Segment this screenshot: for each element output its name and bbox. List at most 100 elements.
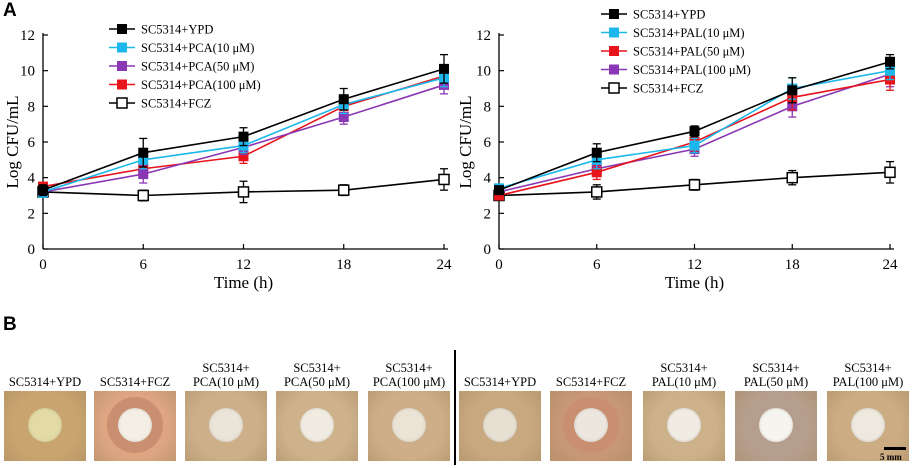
plate-label-line2: PCA(10 μM) [192, 375, 260, 389]
y-tick-label: 10 [20, 64, 35, 80]
y-tick-label: 0 [28, 242, 36, 258]
legend-label: SC5314+PAL(10 μM) [633, 26, 745, 40]
legend-marker [609, 64, 619, 75]
y-tick-label: 12 [476, 28, 491, 44]
colony-disc [574, 408, 608, 442]
data-point [689, 140, 700, 151]
plate-label-line2: PAL(10 μM) [651, 375, 717, 389]
legend-label: SC5314+PCA(50 μM) [141, 60, 254, 74]
data-point [689, 126, 700, 137]
data-point [137, 189, 149, 202]
data-point [438, 173, 450, 186]
colony-disc [667, 408, 701, 442]
x-tick-label: 18 [336, 257, 351, 273]
legend-marker [117, 79, 127, 90]
data-point [338, 94, 349, 105]
data-point [138, 147, 149, 158]
legend-marker [609, 27, 619, 38]
legend-marker [116, 97, 128, 109]
legend-label: SC5314+PCA(10 μM) [141, 41, 254, 55]
series-1 [38, 53, 449, 197]
plate-label-line1: SC5314+ [385, 361, 433, 375]
plate-label-line1: SC5314+ [660, 361, 708, 375]
legend-marker [609, 46, 619, 56]
y-axis-title: Log CFU/mL [3, 95, 22, 188]
y-tick-label: 10 [476, 64, 491, 80]
plate-label: SC5314+FCZ [556, 375, 626, 389]
legend-label: SC5314+PAL(100 μM) [633, 63, 751, 77]
panel-label-a: A [3, 0, 17, 21]
x-axis-title: Time (h) [665, 273, 724, 292]
plate-label-line2: PAL(50 μM) [743, 375, 809, 389]
x-tick-label: 12 [236, 257, 251, 273]
plate-label: SC5314+ PCA(100 μM) [373, 361, 445, 389]
x-tick-label: 24 [437, 257, 453, 273]
data-point [688, 179, 701, 191]
legend-label: SC5314+FCZ [141, 97, 211, 111]
legend-entry: SC5314+PAL(100 μM) [601, 63, 751, 77]
legend-entry: SC5314+PAL(10 μM) [601, 26, 745, 40]
y-tick-label: 2 [28, 206, 36, 222]
colony-disc [300, 408, 334, 442]
plate-label: SC5314+ PAL(50 μM) [744, 361, 808, 389]
legend-label: SC5314+PAL(50 μM) [633, 45, 745, 59]
x-tick-label: 12 [687, 257, 702, 273]
plate-label-line1: SC5314+FCZ [99, 375, 171, 389]
agar-plate-image [827, 391, 909, 461]
x-tick-label: 6 [593, 257, 601, 273]
panel-label-b: B [3, 314, 17, 335]
legend-marker [609, 9, 619, 19]
agar-plate-image [185, 391, 267, 461]
colony-disc [392, 408, 426, 442]
series-5 [493, 160, 896, 202]
data-point [38, 185, 48, 196]
y-tick-label: 8 [484, 99, 492, 115]
plate-label-line1: SC5314+ [752, 361, 800, 375]
x-tick-label: 24 [883, 257, 899, 273]
colony-disc [28, 408, 62, 442]
scale-bar-label: 5 mm [880, 452, 902, 462]
data-point [338, 184, 350, 196]
data-point [591, 167, 602, 178]
legend-label: SC5314+YPD [141, 23, 213, 37]
agar-plate-image [550, 391, 632, 461]
y-tick-label: 4 [28, 171, 36, 187]
agar-plate-image [94, 391, 176, 461]
legend-entry: SC5314+FCZ [601, 82, 703, 96]
data-point [786, 171, 798, 184]
legend-label: SC5314+FCZ [633, 82, 703, 96]
plate-label-line1: SC5314+FCZ [555, 375, 627, 389]
y-tick-label: 8 [28, 99, 36, 115]
legend-marker [608, 82, 620, 94]
legend-marker [117, 61, 127, 71]
x-tick-label: 0 [39, 257, 47, 273]
legend-label: SC5314+PCA(100 μM) [141, 78, 261, 92]
data-point [591, 147, 602, 158]
plate-label: SC5314+FCZ [100, 375, 170, 389]
plate-label-line2: PCA(100 μM) [372, 375, 446, 389]
data-point [138, 169, 149, 180]
y-tick-label: 6 [28, 135, 36, 151]
y-tick-label: 12 [20, 28, 35, 44]
plate-label-line1: SC5314+ [844, 361, 892, 375]
agar-plate-image [459, 391, 541, 461]
data-point [494, 185, 504, 196]
scale-bar [884, 447, 906, 450]
x-axis-title: Time (h) [214, 273, 273, 292]
colony-disc [759, 408, 793, 442]
panel-divider [454, 350, 456, 465]
plate-label: SC5314+ PCA(50 μM) [284, 361, 350, 389]
legend-marker [117, 24, 127, 34]
x-tick-label: 6 [140, 257, 148, 273]
data-point [885, 56, 895, 67]
colony-disc [483, 408, 517, 442]
agar-plate-image [276, 391, 358, 461]
data-point [238, 131, 249, 142]
legend-entry: SC5314+PAL(50 μM) [601, 45, 745, 59]
plate-label: SC5314+ PAL(10 μM) [652, 361, 716, 389]
colony-disc [118, 408, 152, 442]
plate-label-line1: SC5314+ [293, 361, 341, 375]
agar-plate-image [643, 391, 725, 461]
